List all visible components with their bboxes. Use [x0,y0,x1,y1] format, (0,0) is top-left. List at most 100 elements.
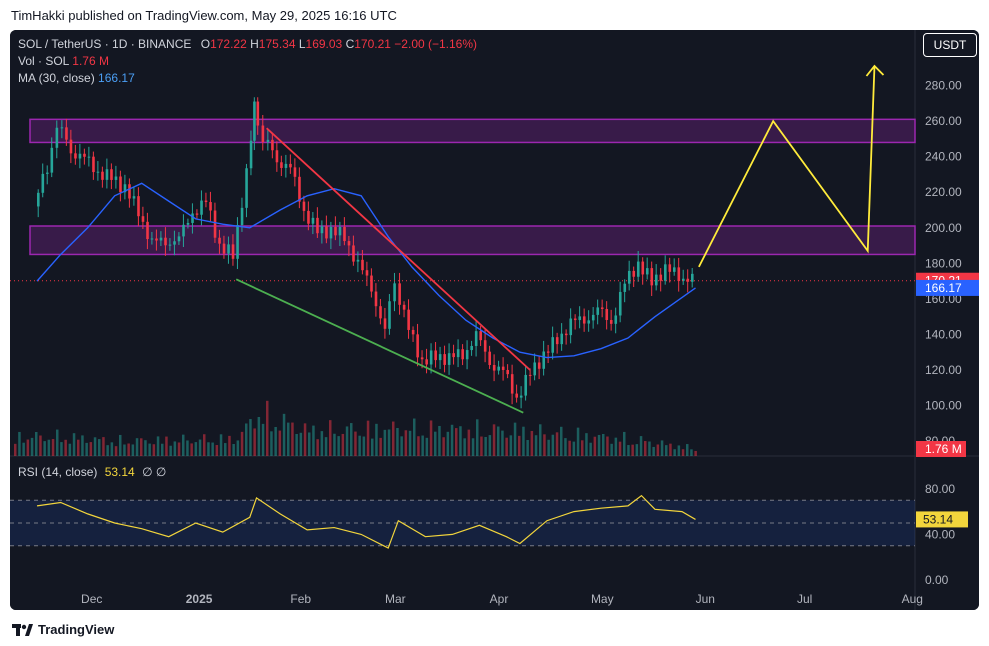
candle-body [320,226,324,234]
price-tick-label: 120.00 [925,363,962,377]
volume-bar [22,442,25,456]
candle-body [256,101,260,126]
candle-body [383,318,387,329]
candle-body [222,243,226,254]
publish-title: TimHakki published on TradingView.com, M… [11,8,397,23]
volume-bar [660,440,664,456]
candle-body [492,364,496,371]
volume-bar [295,434,298,456]
rsi-legend: RSI (14, close) 53.14 ∅ ∅ [18,465,166,479]
candle-body [474,331,478,346]
candle-body [497,366,500,371]
candle-body [92,156,95,173]
candle-body [605,308,609,321]
volume-bar [673,449,676,456]
candle-body [289,163,292,168]
volume-bar [564,438,567,456]
price-tick-label: 140.00 [925,327,962,341]
volume-bar [198,439,202,456]
volume-bar [530,430,534,456]
volume-bar [182,434,185,456]
volume-bar [417,436,420,456]
tradingview-logo[interactable]: TradingView [12,622,114,637]
volume-bar [207,442,210,456]
volume-bar [135,438,139,456]
candle-body [87,156,91,158]
volume-bar [77,439,80,456]
candle-body [672,267,676,272]
volume-bar [585,433,588,456]
symbol-label[interactable]: SOL / TetherUS · 1D · BINANCE [18,37,192,51]
rsi-tick-label: 40.00 [925,527,955,541]
volume-bar [345,426,349,456]
candle-body [663,264,667,281]
volume-bar [534,435,538,456]
volume-bar [404,430,408,456]
candle-body [209,202,212,211]
candle-body [271,139,274,151]
volume-bar [375,423,378,456]
candle-body [110,169,113,180]
volume-bar [467,429,471,456]
candle-body [506,369,509,375]
volume-bar [631,444,634,456]
ma-row: MA (30, close) 166.17 [18,70,477,87]
candle-body [659,274,663,281]
candle-body [420,357,424,360]
volume-bar [438,425,441,456]
volume-bar [261,423,265,456]
volume-bar [627,445,630,456]
rsi-label: RSI (14, close) [18,465,98,479]
price-tick-label: 180.00 [925,256,962,270]
candle-body [668,264,672,272]
volume-bar [387,429,391,456]
volume-bar [186,440,189,456]
upper-trendline [266,127,531,371]
volume-bar [26,439,30,456]
candle-body [249,140,253,169]
candle-body [479,331,482,341]
volume-bar [245,423,248,456]
candle-body [65,127,68,140]
volume-bar [93,437,97,456]
volume-bar [392,421,395,456]
price-chart[interactable]: 280.00260.00240.00220.00200.00180.00160.… [10,30,979,610]
volume-bar [505,437,508,456]
candle-body [528,374,532,376]
candle-body [266,139,270,143]
candle-body [123,184,127,193]
volume-bar [240,431,244,456]
high-label: H [250,37,259,51]
ma-price-tag: 166.17 [925,281,962,295]
candle-body [560,333,564,345]
volume-bar [249,419,252,456]
candle-body [168,244,172,246]
candle-body [582,316,586,324]
volume-bar [68,443,72,456]
candle-body [429,350,433,365]
currency-button[interactable]: USDT [923,33,977,57]
volume-bar [618,441,622,456]
volume-bar [366,420,370,456]
volume-bar [518,435,521,456]
candle-body [173,241,176,245]
volume-tag-bg [916,441,966,457]
time-tick-label: Dec [81,592,102,606]
candle-body [465,350,469,360]
candle-body [302,201,306,211]
volume-bar [635,444,639,456]
candle-body [470,345,473,351]
chart-frame[interactable]: 280.00 260.00 240.00 220.00 200.00 180.00 160.… [10,30,979,610]
close-label: C [345,37,355,51]
candle-body [186,222,190,225]
volume-bar [379,437,382,456]
volume-bar [681,449,685,456]
candle-body [546,351,550,353]
volume-bar [522,426,525,456]
candle-body [177,236,181,242]
candle-body [128,184,131,199]
volume-bar [114,446,118,456]
volume-bar [509,435,513,456]
volume-bar [190,443,193,456]
volume-bar [236,440,240,456]
